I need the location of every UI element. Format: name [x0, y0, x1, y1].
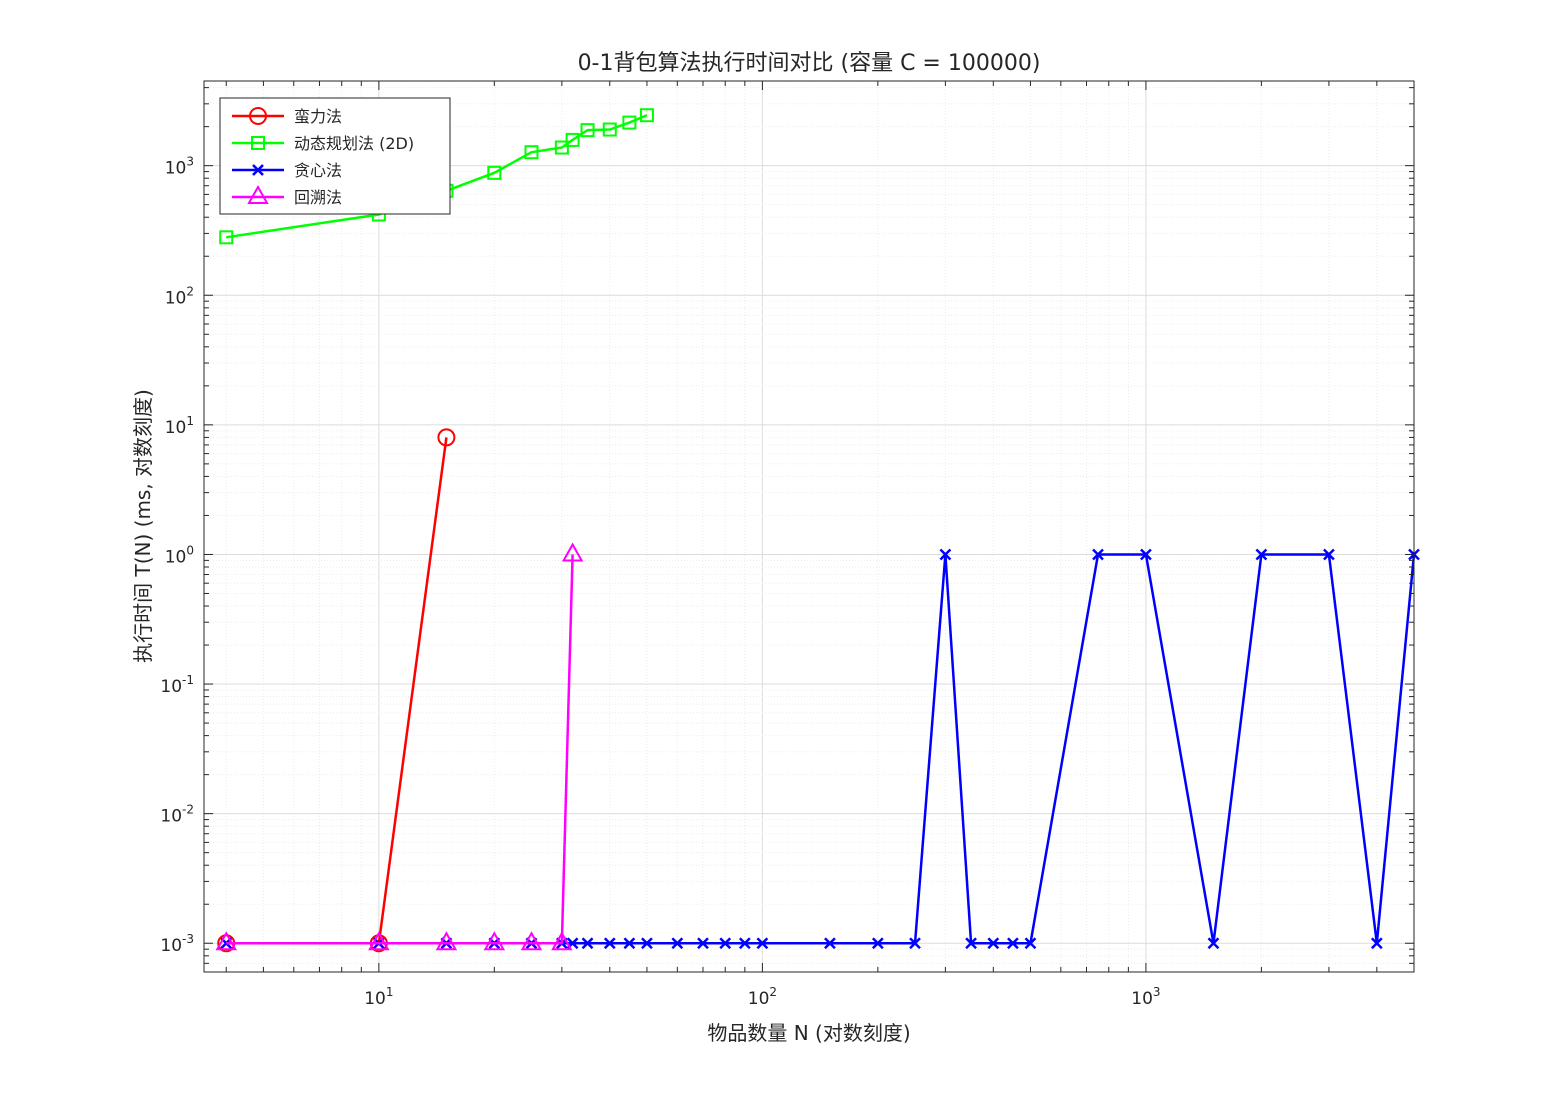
grid [204, 81, 1414, 973]
data-point [551, 931, 573, 951]
axes-box [203, 80, 1415, 973]
data-point [602, 122, 617, 137]
data-point [219, 230, 234, 245]
data-point [1323, 548, 1335, 561]
data-point [756, 937, 769, 950]
y-tick-label: 100 [165, 543, 194, 567]
legend-marker [247, 184, 269, 204]
data-point [435, 931, 458, 951]
data-point [215, 931, 237, 951]
y-tick-label: 101 [165, 414, 194, 438]
x-axis-label: 物品数量 N (对数刻度) [707, 1021, 910, 1045]
data-point [622, 115, 637, 130]
data-point [368, 931, 390, 951]
data-point [487, 165, 502, 180]
series-line [226, 554, 574, 945]
data-point [520, 931, 543, 951]
data-point [909, 937, 921, 950]
data-point [965, 937, 977, 950]
data-point [1092, 548, 1104, 561]
data-point [987, 937, 1000, 950]
x-tick-label: 101 [364, 985, 393, 1009]
y-tick-label: 103 [165, 155, 194, 179]
data-point [871, 937, 884, 950]
plot-data [215, 108, 1420, 953]
y-tick-label: 10-1 [160, 673, 194, 697]
data-point [939, 548, 952, 561]
data-point [671, 937, 684, 950]
data-point [738, 937, 751, 950]
legend-entry: 动态规划法 (2D) [232, 134, 414, 153]
legend-label: 动态规划法 (2D) [294, 134, 414, 153]
data-point [1140, 548, 1152, 561]
data-point [554, 140, 569, 155]
data-point [580, 123, 595, 138]
x-tick-label: 103 [1131, 985, 1160, 1009]
data-point [824, 937, 836, 950]
y-tick-label: 10-3 [160, 932, 194, 956]
data-point [565, 132, 580, 147]
legend-entry: 贪心法 [232, 161, 342, 180]
axis-ticks: 101 102 103 10-3 10-2 10-1 100 101 102 103 [160, 81, 1414, 1009]
y-tick-label: 10-2 [160, 803, 194, 827]
y-tick-label: 102 [165, 284, 194, 308]
chart-title: 0-1背包算法执行时间对比 (容量 C = 100000) [578, 51, 1041, 76]
x-tick-label: 102 [748, 985, 777, 1009]
data-point [641, 937, 653, 950]
data-point [623, 937, 636, 950]
data-point [1207, 937, 1220, 950]
legend-entry: 蛮力法 [232, 107, 342, 126]
y-axis-label: 执行时间 T(N) (ms, 对数刻度) [131, 389, 155, 663]
data-point [437, 428, 456, 447]
series-3 [215, 542, 584, 951]
legend-box [219, 97, 451, 215]
data-point [483, 931, 506, 951]
legend-label: 回溯法 [294, 188, 342, 207]
data-point [1007, 937, 1019, 950]
data-point [524, 145, 539, 160]
legend-marker [251, 136, 265, 150]
legend-label: 贪心法 [294, 161, 342, 180]
data-point [581, 937, 594, 950]
data-point [603, 937, 616, 950]
legend-marker [249, 107, 267, 125]
data-point [697, 937, 709, 950]
data-point [1255, 548, 1268, 561]
data-point [1370, 937, 1383, 950]
legend-entry: 回溯法 [232, 184, 342, 207]
data-point [1024, 937, 1037, 950]
data-point [639, 108, 654, 123]
legend-marker [252, 164, 264, 176]
data-point [719, 937, 732, 950]
legend-label: 蛮力法 [294, 107, 342, 126]
data-point [561, 542, 584, 562]
